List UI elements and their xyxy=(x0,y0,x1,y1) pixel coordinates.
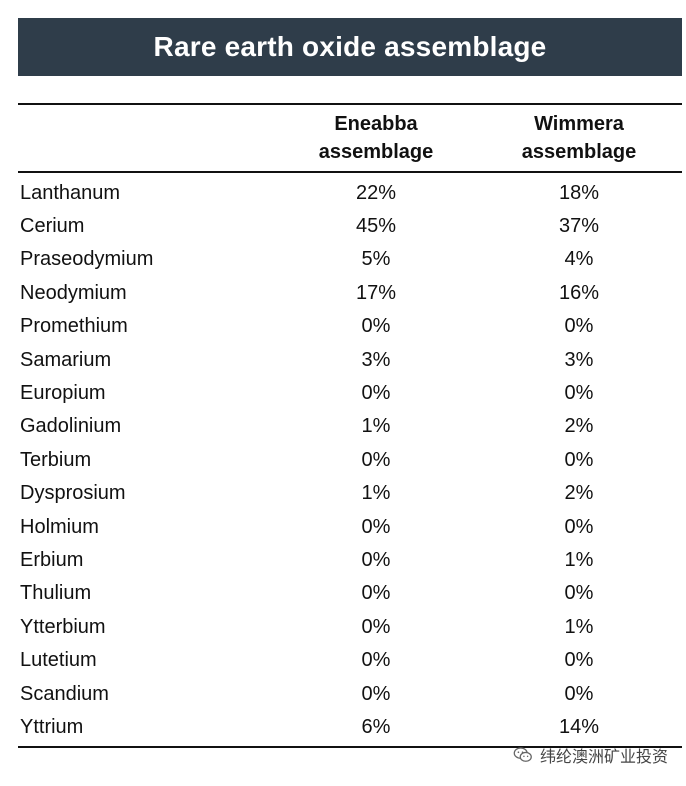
wimmera-value-cell: 0% xyxy=(564,315,594,338)
table-row: Neodymium 17% 16% xyxy=(18,277,682,310)
wimmera-value-cell: 3% xyxy=(564,348,594,371)
table-row: Europium 0% 0% xyxy=(18,377,682,410)
eneabba-value-cell: 0% xyxy=(361,315,391,338)
element-cell: Neodymium xyxy=(20,281,127,304)
wimmera-value-cell: 2% xyxy=(564,415,594,438)
wimmera-value-cell: 2% xyxy=(564,482,594,505)
wimmera-value-cell: 0% xyxy=(564,649,594,672)
eneabba-value-cell: 0% xyxy=(361,515,391,538)
header-rule xyxy=(18,171,682,173)
eneabba-value-cell: 0% xyxy=(361,448,391,471)
element-cell: Dysprosium xyxy=(20,482,126,505)
eneabba-value-cell: 6% xyxy=(361,715,391,738)
data-table: Eneabba assemblage Wimmera assemblage La… xyxy=(18,103,682,749)
wimmera-value-cell: 18% xyxy=(558,181,600,204)
table-row: Lutetium 0% 0% xyxy=(18,644,682,677)
element-cell: Gadolinium xyxy=(20,415,122,438)
header-eneabba-line2: assemblage xyxy=(318,141,434,163)
wimmera-value-cell: 0% xyxy=(564,582,594,605)
element-cell: Lutetium xyxy=(20,649,97,672)
eneabba-value-cell: 1% xyxy=(361,482,391,505)
element-cell: Scandium xyxy=(20,682,109,705)
table-row: Dysprosium 1% 2% xyxy=(18,477,682,510)
wechat-icon xyxy=(513,747,532,762)
wimmera-value-cell: 1% xyxy=(564,615,594,638)
header-eneabba: Eneabba assemblage xyxy=(276,110,476,166)
eneabba-value-cell: 0% xyxy=(361,548,391,571)
eneabba-value-cell: 5% xyxy=(361,248,391,271)
wimmera-value-cell: 37% xyxy=(558,215,600,238)
table-body: Lanthanum 22% 18% Cerium 45% 37% Praseodymium 5… xyxy=(18,173,682,747)
header-wimmera-line1: Wimmera xyxy=(534,113,624,135)
eneabba-value-cell: 0% xyxy=(361,682,391,705)
table-row: Gadolinium 1% 2% xyxy=(18,410,682,443)
watermark-text: 纬纶澳洲矿业投资 xyxy=(539,749,668,766)
element-cell: Lanthanum xyxy=(20,181,121,204)
eneabba-value-cell: 45% xyxy=(355,215,397,238)
eneabba-value-cell: 0% xyxy=(361,615,391,638)
wimmera-value-cell: 14% xyxy=(558,715,600,738)
element-cell: Praseodymium xyxy=(20,248,154,271)
table-row: Lanthanum 22% 18% xyxy=(18,177,682,210)
wimmera-value-cell: 0% xyxy=(564,515,594,538)
table-top-rule xyxy=(18,103,682,105)
eneabba-value-cell: 3% xyxy=(361,348,391,371)
header-wimmera-line2: assemblage xyxy=(521,141,637,163)
element-cell: Yttrium xyxy=(20,715,84,738)
wimmera-value-cell: 4% xyxy=(564,248,594,271)
table-header-row: Eneabba assemblage Wimmera assemblage xyxy=(18,105,682,171)
table-row: Promethium 0% 0% xyxy=(18,310,682,343)
element-cell: Terbium xyxy=(20,448,92,471)
eneabba-value-cell: 22% xyxy=(355,181,397,204)
table-title-banner: Rare earth oxide assemblage xyxy=(18,18,682,76)
header-eneabba-line1: Eneabba xyxy=(334,113,418,135)
element-cell: Samarium xyxy=(20,348,112,371)
table-row: Cerium 45% 37% xyxy=(18,210,682,243)
table-row: Terbium 0% 0% xyxy=(18,444,682,477)
table-title: Rare earth oxide assemblage xyxy=(153,31,547,62)
wimmera-value-cell: 0% xyxy=(564,682,594,705)
table-row: Yttrium 6% 14% xyxy=(18,711,682,744)
element-cell: Erbium xyxy=(20,548,84,571)
table-row: Holmium 0% 0% xyxy=(18,510,682,543)
table-row: Scandium 0% 0% xyxy=(18,677,682,710)
table-row: Samarium 3% 3% xyxy=(18,343,682,376)
eneabba-value-cell: 0% xyxy=(361,382,391,405)
element-cell: Ytterbium xyxy=(20,615,106,638)
eneabba-value-cell: 1% xyxy=(361,415,391,438)
element-cell: Thulium xyxy=(20,582,92,605)
header-wimmera: Wimmera assemblage xyxy=(476,110,682,166)
table-row: Ytterbium 0% 1% xyxy=(18,611,682,644)
wimmera-value-cell: 0% xyxy=(564,448,594,471)
wimmera-value-cell: 1% xyxy=(564,548,594,571)
wimmera-value-cell: 16% xyxy=(558,281,600,304)
watermark: 纬纶澳洲矿业投资 xyxy=(512,740,668,770)
table-row: Praseodymium 5% 4% xyxy=(18,243,682,276)
eneabba-value-cell: 17% xyxy=(355,281,397,304)
element-cell: Holmium xyxy=(20,515,99,538)
wimmera-value-cell: 0% xyxy=(564,382,594,405)
element-cell: Cerium xyxy=(20,215,85,238)
table-row: Thulium 0% 0% xyxy=(18,577,682,610)
eneabba-value-cell: 0% xyxy=(361,582,391,605)
table-row: Erbium 0% 1% xyxy=(18,544,682,577)
element-cell: Promethium xyxy=(20,315,128,338)
element-cell: Europium xyxy=(20,382,106,405)
eneabba-value-cell: 0% xyxy=(361,649,391,672)
table-bottom-rule xyxy=(18,746,682,749)
